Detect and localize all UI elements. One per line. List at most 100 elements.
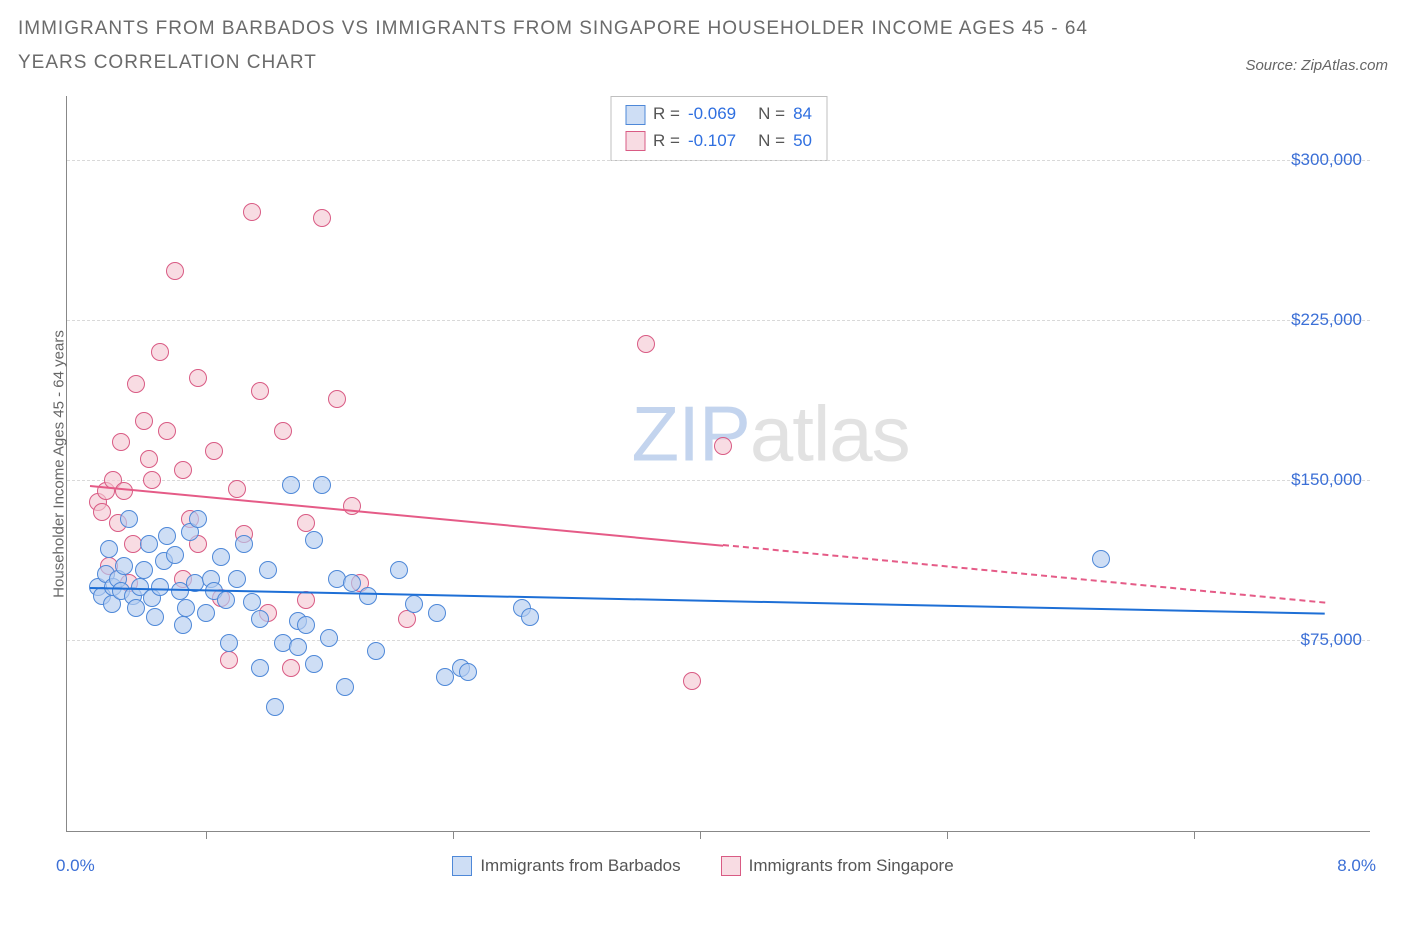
data-point-barbados [428,604,446,622]
data-point-barbados [115,557,133,575]
data-point-barbados [235,535,253,553]
watermark-atlas: atlas [750,390,910,478]
chart-title: IMMIGRANTS FROM BARBADOS VS IMMIGRANTS F… [18,12,1138,80]
y-tick-label: $150,000 [1291,470,1362,490]
correlation-chart: Householder Income Ages 45 - 64 years ZI… [18,88,1388,868]
stats-row-singapore: R = -0.107 N = 50 [625,128,812,154]
data-point-barbados [390,561,408,579]
bottom-legend: Immigrants from Barbados Immigrants from … [18,856,1388,876]
data-point-barbados [228,570,246,588]
data-point-barbados [174,616,192,634]
data-point-barbados [197,604,215,622]
stat-r-label: R = [653,101,680,127]
data-point-singapore [683,672,701,690]
data-point-barbados [177,599,195,617]
data-point-singapore [220,651,238,669]
legend-item-barbados: Immigrants from Barbados [452,856,680,876]
data-point-singapore [282,659,300,677]
trend-line [723,544,1325,604]
data-point-barbados [135,561,153,579]
stats-legend-box: R = -0.069 N = 84R = -0.107 N = 50 [610,96,827,161]
stat-n-value: 84 [793,101,812,127]
legend-item-singapore: Immigrants from Singapore [721,856,954,876]
data-point-barbados [189,510,207,528]
data-point-barbados [100,540,118,558]
x-tick [1194,831,1195,839]
data-point-singapore [243,203,261,221]
data-point-barbados [313,476,331,494]
data-point-barbados [220,634,238,652]
data-point-singapore [115,482,133,500]
data-point-singapore [158,422,176,440]
data-point-barbados [166,546,184,564]
data-point-barbados [151,578,169,596]
data-point-singapore [228,480,246,498]
swatch-singapore [625,131,645,151]
data-point-singapore [151,343,169,361]
data-point-barbados [289,638,307,656]
plot-area: Householder Income Ages 45 - 64 years ZI… [66,96,1370,832]
data-point-barbados [120,510,138,528]
data-point-singapore [297,514,315,532]
data-point-barbados [459,663,477,681]
watermark: ZIPatlas [632,389,910,480]
x-tick [453,831,454,839]
data-point-barbados [158,527,176,545]
data-point-barbados [259,561,277,579]
stat-r-value: -0.069 [688,101,736,127]
data-point-barbados [140,535,158,553]
data-point-barbados [359,587,377,605]
stats-row-barbados: R =-0.069N =84 [625,101,812,127]
data-point-singapore [140,450,158,468]
data-point-barbados [212,548,230,566]
data-point-singapore [189,369,207,387]
data-point-barbados [336,678,354,696]
data-point-singapore [328,390,346,408]
data-point-barbados [1092,550,1110,568]
y-tick-label: $300,000 [1291,150,1362,170]
gridline [67,480,1370,481]
stat-r-value: -0.107 [688,128,736,154]
data-point-barbados [297,616,315,634]
data-point-singapore [313,209,331,227]
data-point-barbados [251,610,269,628]
swatch-singapore [721,856,741,876]
data-point-barbados [217,591,235,609]
stat-r-label: R = [653,128,680,154]
data-point-singapore [205,442,223,460]
gridline [67,160,1370,161]
data-point-singapore [127,375,145,393]
y-axis-label: Householder Income Ages 45 - 64 years [51,330,68,598]
data-point-singapore [637,335,655,353]
data-point-barbados [127,599,145,617]
source-credit: Source: ZipAtlas.com [1245,57,1388,80]
data-point-barbados [305,531,323,549]
data-point-barbados [243,593,261,611]
gridline [67,320,1370,321]
watermark-zip: ZIP [632,390,750,478]
swatch-barbados [625,105,645,125]
legend-label: Immigrants from Singapore [749,856,954,876]
data-point-singapore [714,437,732,455]
data-point-barbados [343,574,361,592]
data-point-singapore [143,471,161,489]
data-point-barbados [405,595,423,613]
stat-n-label: N = [758,128,785,154]
data-point-singapore [112,433,130,451]
data-point-barbados [146,608,164,626]
data-point-barbados [282,476,300,494]
y-tick-label: $75,000 [1301,630,1362,650]
x-tick [947,831,948,839]
y-tick-label: $225,000 [1291,310,1362,330]
data-point-singapore [166,262,184,280]
data-point-singapore [274,422,292,440]
data-point-barbados [251,659,269,677]
data-point-singapore [251,382,269,400]
data-point-barbados [521,608,539,626]
legend-label: Immigrants from Barbados [480,856,680,876]
stat-n-value: 50 [793,128,812,154]
data-point-singapore [135,412,153,430]
data-point-barbados [305,655,323,673]
data-point-barbados [266,698,284,716]
swatch-barbados [452,856,472,876]
